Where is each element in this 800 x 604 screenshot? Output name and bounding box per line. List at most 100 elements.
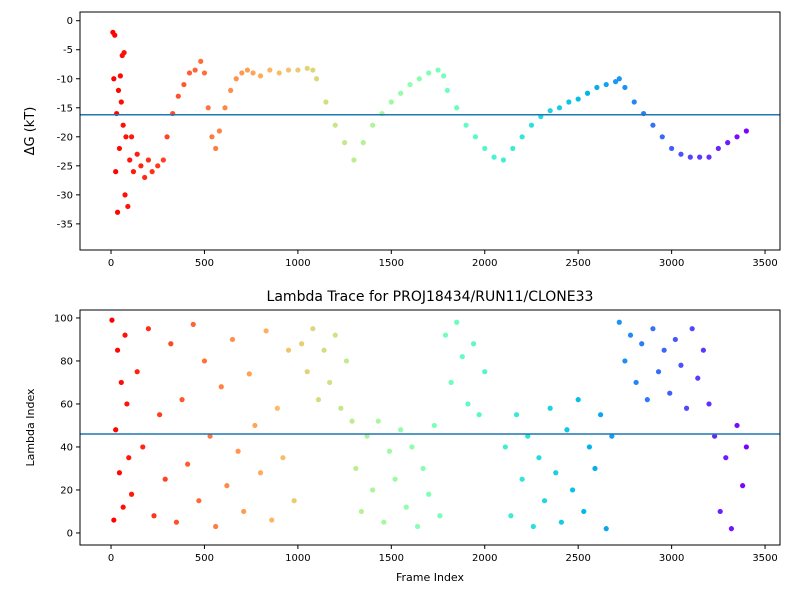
point — [175, 93, 181, 99]
axes-frame — [79, 309, 781, 546]
point — [454, 319, 460, 325]
point — [437, 513, 443, 519]
point — [491, 154, 497, 160]
point — [459, 354, 465, 360]
point — [586, 444, 592, 450]
point — [472, 134, 479, 140]
point — [697, 154, 703, 160]
x-tick-label: 3000 — [659, 258, 684, 269]
y-tick-label: 0 — [67, 528, 73, 539]
point — [743, 128, 749, 134]
point — [403, 504, 409, 510]
point — [186, 70, 193, 76]
point — [547, 405, 553, 411]
point — [138, 163, 144, 169]
point — [130, 169, 137, 175]
point — [650, 122, 656, 128]
point — [224, 483, 230, 489]
point — [581, 508, 587, 515]
point — [513, 412, 520, 418]
point — [222, 105, 228, 111]
point — [454, 105, 460, 111]
point — [711, 433, 718, 439]
point — [114, 209, 121, 215]
point — [556, 105, 563, 111]
y-tick-label: -30 — [57, 190, 73, 201]
point — [482, 145, 488, 152]
point — [123, 134, 129, 140]
point — [435, 67, 441, 73]
point — [465, 401, 471, 407]
point — [689, 326, 695, 332]
point — [299, 341, 305, 347]
point — [717, 508, 723, 515]
point — [269, 517, 275, 523]
point — [168, 341, 174, 347]
point — [145, 157, 151, 163]
x-tick-label: 1500 — [379, 258, 404, 269]
point — [276, 70, 282, 76]
point — [343, 358, 350, 364]
point — [111, 517, 117, 523]
point — [239, 70, 245, 76]
point — [351, 157, 357, 163]
point — [349, 418, 355, 424]
point — [740, 483, 746, 489]
point — [476, 412, 482, 418]
point — [295, 67, 301, 73]
point — [678, 362, 684, 368]
point — [112, 32, 118, 38]
point — [695, 375, 701, 381]
point — [218, 384, 224, 390]
point — [246, 371, 252, 377]
point — [603, 526, 609, 532]
point — [644, 397, 650, 403]
point — [566, 99, 572, 105]
point — [155, 163, 161, 169]
y-tick-label: -15 — [57, 103, 73, 114]
point — [622, 358, 628, 364]
point — [388, 99, 394, 105]
y-tick-label: 100 — [54, 313, 73, 324]
y-tick-label: 60 — [60, 399, 73, 410]
point — [683, 405, 690, 411]
point — [482, 369, 488, 375]
point — [207, 433, 213, 439]
point — [190, 321, 196, 328]
point — [321, 347, 327, 353]
point — [358, 508, 365, 515]
x-tick-label: 2500 — [565, 258, 590, 269]
y-axis-label: Lambda Index — [24, 388, 37, 467]
point — [569, 487, 576, 493]
point — [392, 476, 398, 482]
point — [442, 332, 449, 338]
point — [414, 523, 421, 530]
point — [111, 76, 117, 82]
x-tick-label: 1000 — [285, 553, 310, 564]
point — [213, 523, 219, 530]
point — [386, 448, 393, 454]
x-tick-label: 2000 — [472, 258, 497, 269]
point — [285, 67, 292, 73]
point — [622, 84, 628, 91]
point — [114, 347, 121, 353]
point — [252, 422, 258, 429]
point — [353, 465, 359, 472]
point — [612, 79, 619, 85]
point — [134, 369, 140, 375]
x-tick-label: 1000 — [285, 258, 310, 269]
point — [508, 513, 514, 519]
point — [116, 470, 123, 476]
y-tick-label: 20 — [60, 485, 73, 496]
point — [431, 422, 437, 429]
point — [179, 397, 185, 403]
x-tick-label: 3500 — [752, 258, 777, 269]
point — [416, 76, 422, 82]
y-axis-label: ΔG (kT) — [23, 107, 38, 156]
point — [530, 523, 536, 530]
point — [553, 470, 559, 476]
y-tick-label: -35 — [57, 219, 73, 230]
point — [115, 87, 122, 93]
point — [398, 90, 404, 96]
point — [323, 99, 329, 105]
